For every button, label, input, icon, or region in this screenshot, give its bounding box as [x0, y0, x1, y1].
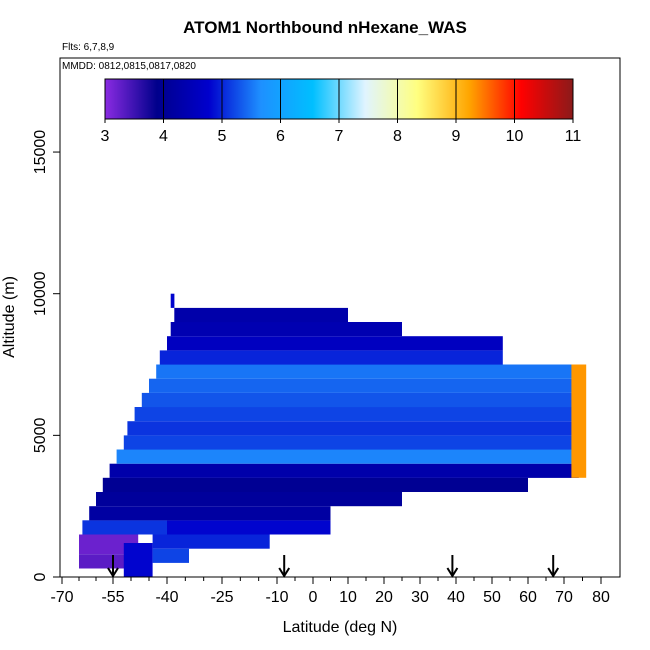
y-tick-label: 0: [32, 572, 49, 581]
heatmap-cell: [174, 307, 348, 323]
y-tick-label: 5000: [32, 417, 49, 453]
colorbar-tick-label: 5: [218, 128, 227, 145]
heatmap-cell: [159, 350, 503, 365]
x-tick-label: -10: [265, 589, 288, 606]
heatmap-cell: [167, 336, 503, 351]
axes: -70 -55 -40 -25 -10 0 10 20 30 40 50 60 70 80 0 5000 100…: [32, 130, 610, 606]
heatmap-cell: [79, 554, 139, 569]
colorbar-tick-label: 11: [565, 128, 582, 145]
heatmap-cell: [167, 520, 331, 535]
heatmap-cell: [127, 421, 576, 436]
x-tick-label: 50: [483, 589, 501, 606]
x-tick-label: 10: [339, 589, 357, 606]
heatmap-cell: [79, 534, 139, 555]
x-tick-label: -55: [101, 589, 124, 606]
x-tick-label: 60: [519, 589, 537, 606]
heatmap-cell: [123, 543, 153, 577]
heatmap-cell: [149, 378, 576, 393]
flight-markers: [107, 555, 560, 578]
heatmap-cell: [102, 477, 529, 492]
x-axis-label: Latitude (deg N): [283, 619, 398, 636]
colorbar-tick-label: 6: [276, 128, 285, 145]
flight-start-arrow: [278, 555, 291, 578]
x-tick-label: 40: [447, 589, 465, 606]
flight-start-arrow: [547, 555, 560, 578]
y-tick-label: 10000: [32, 271, 49, 316]
y-tick-label: 15000: [32, 130, 49, 175]
heatmap-cell: [170, 293, 175, 308]
x-tick-label: 30: [411, 589, 429, 606]
heatmap-cell: [123, 435, 576, 450]
colorbar-tick-label: 8: [393, 128, 402, 145]
flights-annotation: Flts: 6,7,8,9: [62, 42, 115, 53]
heatmap-cell: [134, 407, 576, 422]
x-tick-label: -40: [155, 589, 178, 606]
x-tick-label: -70: [50, 589, 73, 606]
heatmap-cell: [170, 322, 402, 337]
colorbar-tick-label: 9: [452, 128, 461, 145]
dates-annotation: MMDD: 0812,0815,0817,0820: [62, 61, 196, 72]
colorbar-tick-label: 3: [101, 128, 110, 145]
heatmap-cell: [156, 364, 576, 379]
flight-start-arrow: [107, 555, 119, 578]
heatmap-cell: [141, 392, 576, 408]
heatmap-cell: [571, 364, 587, 478]
chart-title: ATOM1 Northbound nHexane_WAS: [183, 18, 467, 37]
x-tick-label: 0: [309, 589, 318, 606]
heatmap-cell: [116, 449, 576, 464]
heatmap-cell: [96, 492, 402, 507]
y-axis-label: Altitude (m): [1, 276, 18, 358]
heatmap-cell: [89, 506, 331, 521]
heatmap-cells: [79, 293, 587, 577]
x-tick-label: 20: [375, 589, 393, 606]
x-tick-label: -25: [210, 589, 233, 606]
colorbar: 3 4 5 6 7 8 9 10 11: [101, 78, 582, 145]
colorbar-tick-label: 10: [506, 128, 524, 145]
heatmap-cell: [82, 520, 167, 535]
heatmap-cell: [109, 463, 579, 478]
colorbar-tick-label: 7: [335, 128, 344, 145]
x-tick-label: 80: [592, 589, 610, 606]
flight-start-arrow: [446, 555, 459, 578]
heatmap-cell: [152, 534, 270, 549]
plot-frame: [59, 57, 621, 578]
heatmap-cell: [152, 548, 189, 563]
colorbar-tick-label: 4: [159, 128, 168, 145]
x-tick-label: 70: [555, 589, 573, 606]
